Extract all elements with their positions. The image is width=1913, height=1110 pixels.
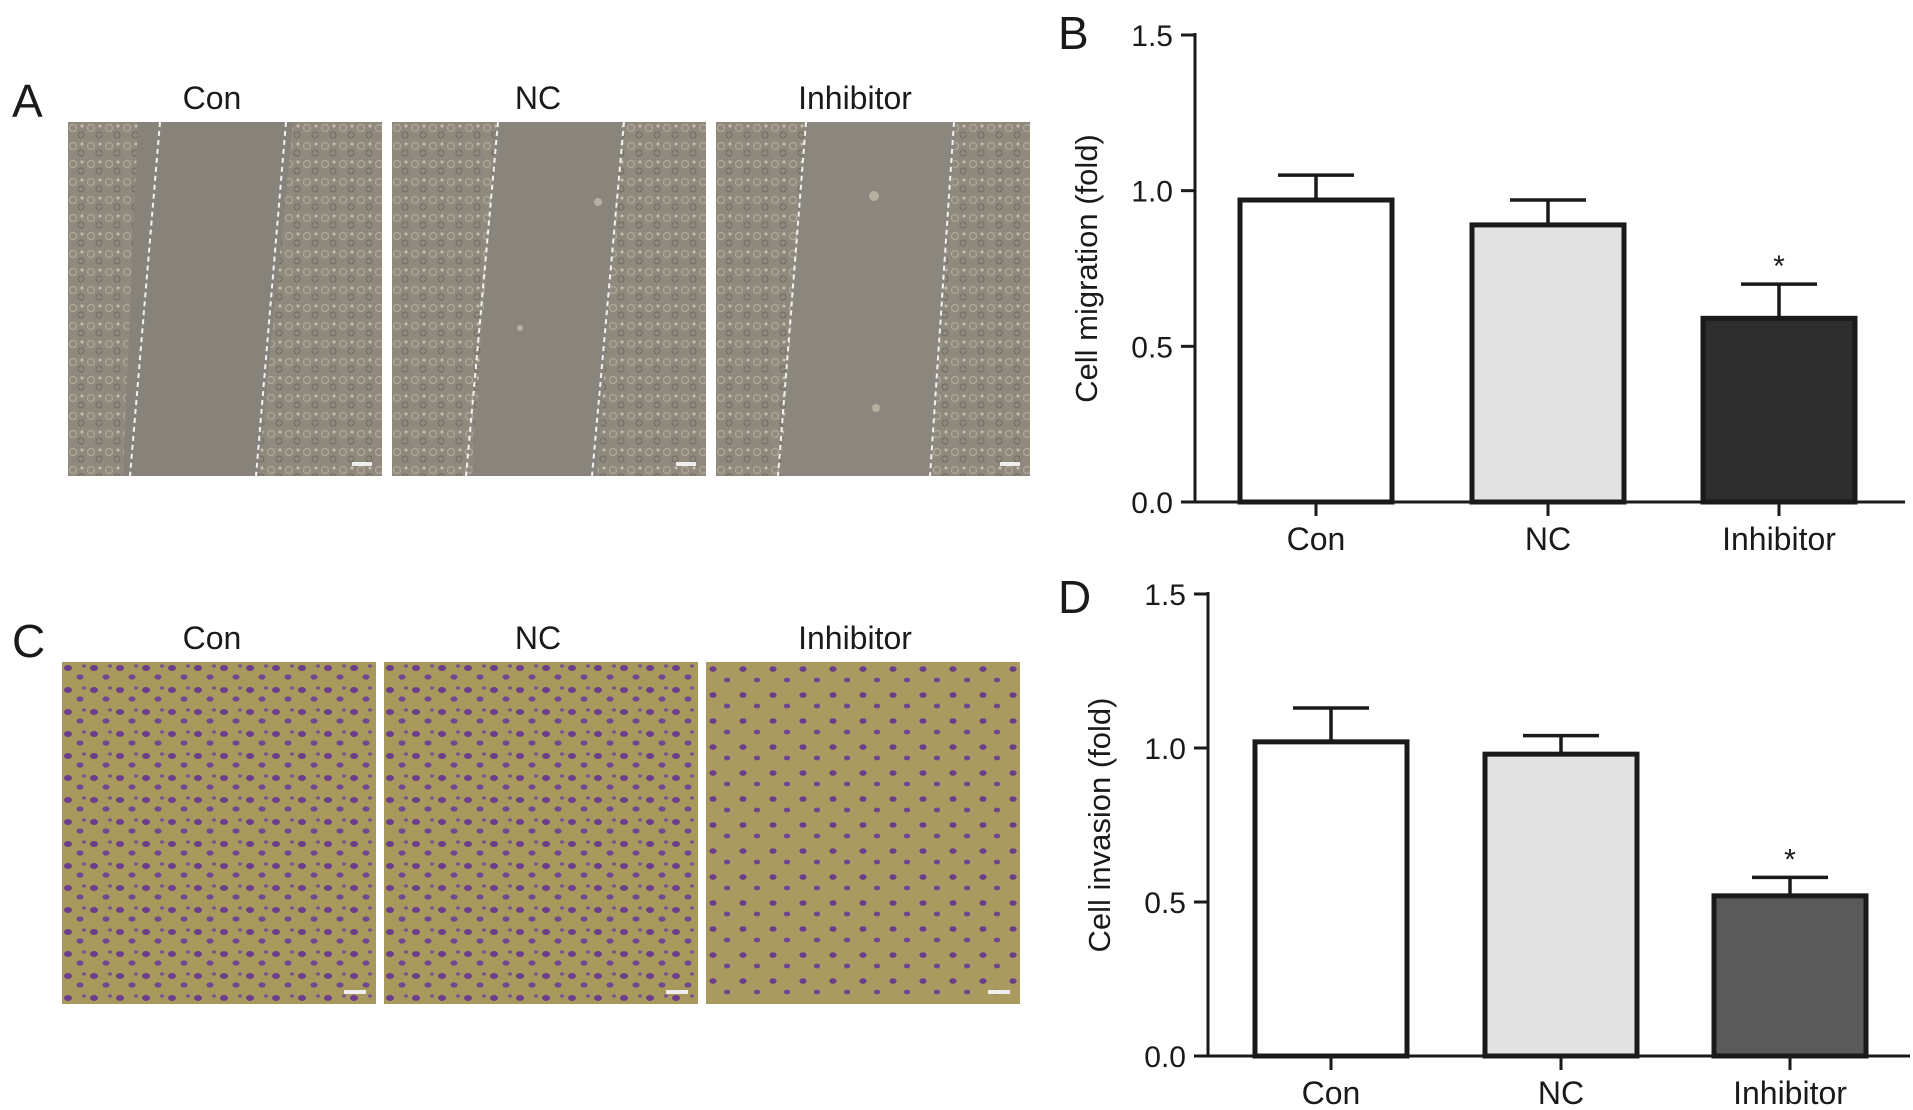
wound-image-inhibitor [716,122,1030,476]
wound-image-label-inhibitor: Inhibitor [798,80,912,116]
chart1-bar-2 [1711,893,1869,1059]
wound-image-inhibitor-graphic [716,122,1030,476]
chart0-bar-2 [1700,315,1858,505]
chart1-bar-1 [1482,751,1640,1059]
panel-letter-a: A [12,75,43,127]
transwell-image-nc-graphic [384,662,698,1004]
chart1-ytick-label-0: 0.0 [1144,1041,1186,1074]
chart1-xtick-label-1: NC [1538,1075,1584,1110]
chart0-ytick-label-0: 0.0 [1131,487,1173,520]
chart1-xtick-label-0: Con [1302,1075,1361,1110]
transwell-image-nc [384,662,698,1004]
chart1-ytick-label-3: 1.5 [1144,579,1186,612]
chart1-significance-2: * [1784,843,1796,876]
panel-letter-b: B [1058,7,1089,59]
panel-letter-c: C [12,615,46,667]
chart0-bar-1 [1469,222,1627,505]
transwell-image-con [62,662,376,1004]
chart0-xtick-label-0: Con [1287,521,1346,557]
chart0-ytick-label-2: 1.0 [1131,176,1173,209]
transwell-image-label-nc: NC [514,620,562,656]
wound-image-nc [392,122,706,476]
panel-letter-d: D [1058,571,1092,623]
transwell-image-label-inhibitor: Inhibitor [798,620,912,656]
chart1-ytick-label-2: 1.0 [1144,733,1186,766]
chart-cell-migration: 0.0 0.5 1.0 1.5 Cell migration (fold) Con NC In… [1069,20,1905,557]
transwell-image-label-con: Con [182,620,242,656]
chart0-ytick-label-1: 0.5 [1131,331,1173,364]
transwell-image-inhibitor-graphic [706,662,1020,1004]
chart0-ylabel: Cell migration (fold) [1069,134,1104,403]
chart0-bar-0 [1237,197,1395,505]
chart-cell-invasion: 0.0 0.5 1.0 1.5 Cell invasion (fold) Con NC Inh… [1082,579,1910,1110]
wound-image-con-graphic [68,122,382,476]
wound-image-nc-graphic [392,122,706,476]
chart1-ylabel: Cell invasion (fold) [1082,698,1117,953]
chart0-ytick-label-3: 1.5 [1131,20,1173,53]
wound-image-label-con: Con [182,80,242,116]
wound-image-label-nc: NC [514,80,562,116]
chart1-ytick-label-1: 0.5 [1144,887,1186,920]
chart0-xtick-label-2: Inhibitor [1722,521,1836,557]
chart0-xtick-label-1: NC [1525,521,1571,557]
chart1-xtick-label-2: Inhibitor [1733,1075,1847,1110]
transwell-image-con-graphic [62,662,376,1004]
chart1-bar-0 [1252,739,1410,1059]
chart0-significance-2: * [1773,250,1785,283]
wound-image-con [68,122,382,476]
transwell-image-inhibitor [706,662,1020,1004]
